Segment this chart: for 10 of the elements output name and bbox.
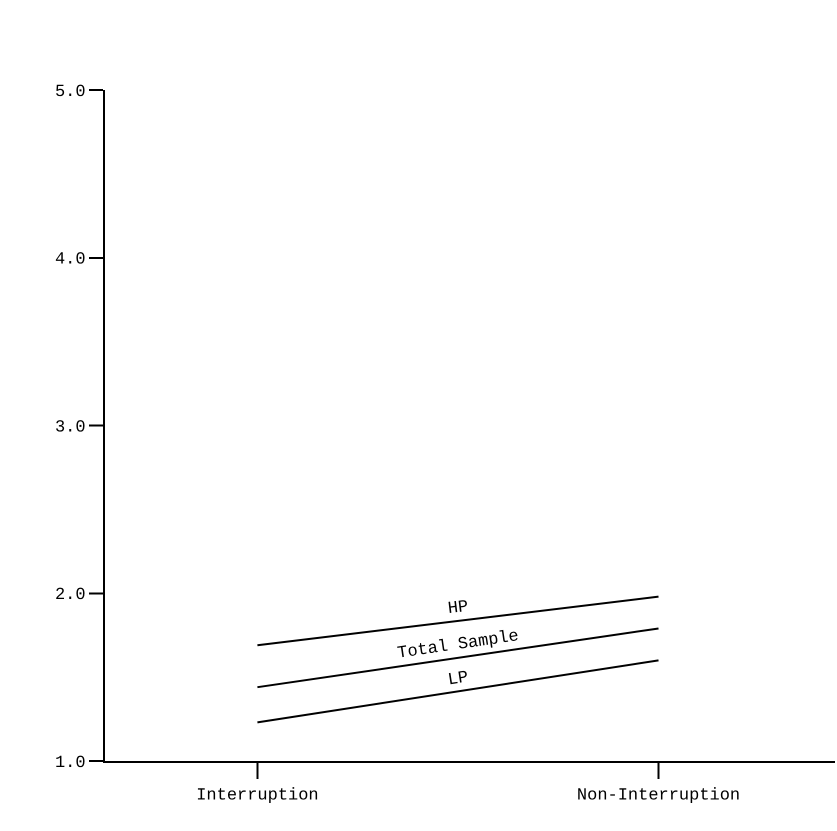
y-tick-label: 4.0 [54,250,86,270]
text: LP [446,668,470,690]
x-tick-label: Non-Interruption [576,786,740,806]
y-tick-label: 1.0 [54,754,86,773]
y-tick-label: 2.0 [54,586,86,606]
x-tick-label: Interruption [196,786,319,806]
y-tick-label: 5.0 [54,82,86,102]
y-tick-label: 3.0 [54,418,86,438]
text: HP [446,598,470,620]
text: Total Sample [396,627,520,664]
